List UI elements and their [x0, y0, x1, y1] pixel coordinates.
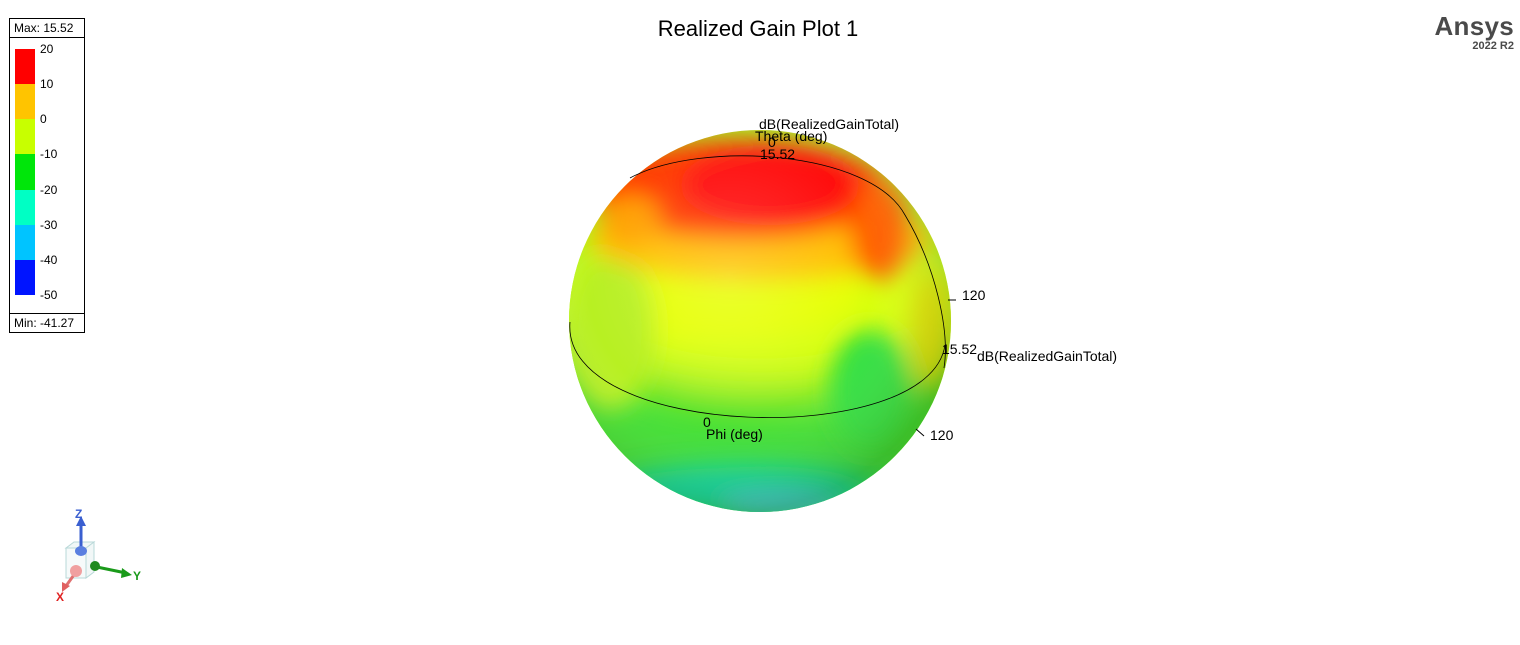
z-axis-label: Z: [75, 507, 82, 521]
brand-name: Ansys: [1434, 11, 1514, 41]
legend-color-bar: [15, 49, 35, 295]
y-axis-label: Y: [133, 569, 141, 583]
axes-triad[interactable]: Z Y X: [56, 507, 141, 604]
y-axis-knob: [90, 561, 100, 571]
legend-color-segment: [15, 119, 35, 155]
legend-color-segment: [15, 189, 35, 225]
x-axis-knob: [70, 565, 82, 577]
legend-color-segment: [15, 154, 35, 190]
radial-axis-label-side: dB(RealizedGainTotal): [977, 348, 1117, 364]
plot-title: Realized Gain Plot 1: [657, 16, 859, 41]
legend-tick-label: -30: [40, 217, 58, 232]
legend-tick-label: -50: [40, 288, 58, 302]
z-axis-knob: [75, 546, 87, 556]
theta-120-label: 120: [962, 287, 986, 303]
theta-axis-label: Theta (deg): [755, 128, 827, 144]
theta-zero-label: 0: [768, 134, 776, 150]
legend-tick-label: 20: [40, 42, 54, 56]
legend-color-segment: [15, 224, 35, 260]
legend-tick-label: 10: [40, 77, 54, 92]
brand-logo: Ansys 2022 R2: [1434, 12, 1514, 53]
phi-zero-label: 0: [703, 414, 711, 430]
gain-sphere[interactable]: [530, 120, 990, 570]
x-axis-label: X: [56, 590, 64, 604]
legend-tick-label: 0: [40, 112, 47, 127]
legend-min-label: Min: -41.27: [10, 313, 84, 332]
theta-grid-circle: [629, 155, 946, 369]
legend-tick-label: -10: [40, 147, 58, 162]
legend-color-segment: [15, 84, 35, 120]
y-axis-arrow: [121, 568, 132, 578]
legend-tick-label: -20: [40, 182, 58, 197]
side-radius-value: 15.52: [942, 341, 977, 357]
top-radius-value: 15.52: [760, 146, 795, 162]
legend-color-segment: [15, 259, 35, 295]
brand-version: 2022 R2: [1472, 40, 1514, 52]
radial-axis-label-top: dB(RealizedGainTotal): [759, 116, 899, 132]
color-legend[interactable]: Max: 15.52 20 10 0 -10 -20 -30 -40 -50 Min: -41…: [9, 18, 85, 333]
legend-color-segment: [15, 49, 35, 85]
z-axis-arrow: [76, 516, 86, 526]
phi-tick: [915, 428, 925, 437]
phi-120-label: 120: [930, 427, 954, 443]
phi-axis-label: Phi (deg): [706, 426, 763, 442]
x-axis-arrow: [62, 582, 70, 592]
legend-max-label: Max: 15.52: [10, 19, 84, 38]
legend-tick-label: -40: [40, 252, 58, 267]
